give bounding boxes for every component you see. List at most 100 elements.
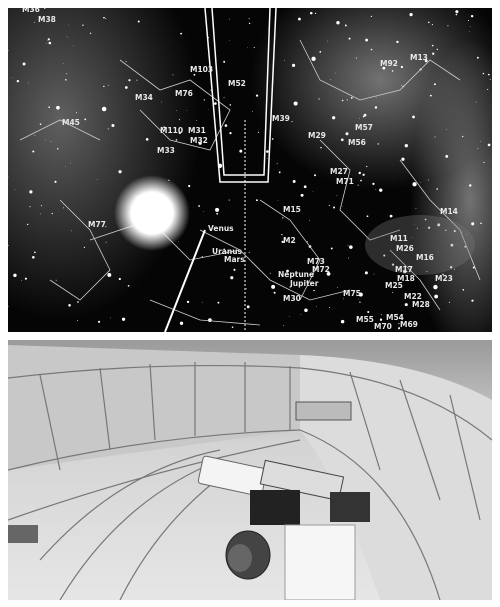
- star: [366, 215, 369, 218]
- star: [342, 205, 344, 207]
- star: [424, 218, 427, 221]
- star: [257, 131, 260, 133]
- star: [103, 16, 105, 19]
- object-label: Mars: [224, 255, 245, 264]
- star: [269, 272, 271, 274]
- star: [107, 128, 109, 130]
- object-label: M27: [330, 167, 348, 176]
- star: [64, 166, 66, 167]
- object-label: M31: [188, 126, 206, 135]
- object-label: Uranus: [212, 247, 243, 256]
- star: [48, 41, 52, 45]
- star: [51, 212, 53, 215]
- star: [68, 24, 70, 26]
- star: [55, 279, 57, 281]
- star: [313, 289, 315, 292]
- star: [223, 96, 225, 98]
- star: [186, 300, 190, 304]
- star: [136, 79, 138, 81]
- star: [178, 119, 181, 121]
- star: [412, 237, 413, 238]
- star: [470, 14, 474, 18]
- star: [223, 60, 226, 63]
- star: [196, 71, 198, 72]
- star: [47, 38, 50, 41]
- star: [29, 190, 33, 194]
- object-label: M75: [343, 289, 361, 298]
- star: [337, 287, 338, 288]
- object-label: M73: [307, 257, 325, 266]
- star: [479, 141, 481, 142]
- star: [401, 157, 405, 161]
- star: [14, 189, 16, 190]
- star: [247, 47, 248, 48]
- star: [398, 323, 400, 325]
- object-label: M25: [385, 281, 403, 290]
- star: [464, 245, 467, 248]
- star: [175, 139, 178, 141]
- star: [349, 245, 353, 249]
- star: [47, 39, 48, 41]
- star: [203, 211, 205, 212]
- star: [229, 18, 230, 20]
- star: [391, 70, 394, 72]
- object-label: M11: [390, 234, 408, 243]
- star: [178, 131, 181, 134]
- star: [350, 97, 353, 99]
- object-label: M55: [356, 315, 374, 324]
- object-label: M77: [88, 220, 106, 229]
- star: [429, 94, 432, 97]
- star: [216, 212, 218, 215]
- star: [255, 199, 258, 202]
- star: [16, 79, 20, 83]
- star: [461, 231, 463, 233]
- star: [229, 104, 232, 106]
- star: [360, 179, 362, 182]
- object-label: M26: [396, 244, 414, 253]
- star: [336, 195, 338, 197]
- object-label: M56: [348, 138, 366, 147]
- star: [46, 42, 48, 44]
- star: [346, 99, 348, 101]
- star: [344, 24, 347, 27]
- star: [482, 72, 485, 75]
- star: [363, 113, 367, 117]
- star: [75, 112, 78, 114]
- star: [462, 135, 464, 138]
- star: [347, 257, 349, 259]
- star: [376, 96, 377, 98]
- star: [13, 273, 17, 278]
- star: [70, 230, 72, 232]
- star: [471, 299, 474, 302]
- star: [431, 44, 434, 47]
- star: [103, 85, 105, 88]
- star: [292, 180, 296, 183]
- object-label: M29: [308, 131, 326, 140]
- star: [469, 31, 470, 32]
- star: [330, 247, 333, 250]
- star: [179, 321, 184, 325]
- star: [431, 24, 433, 26]
- star: [471, 222, 475, 226]
- star: [97, 179, 98, 180]
- object-label: M13: [410, 53, 428, 62]
- star: [377, 143, 379, 145]
- object-label: M39: [272, 114, 290, 123]
- star: [466, 234, 467, 236]
- star: [203, 99, 205, 101]
- star: [188, 184, 191, 188]
- star: [327, 40, 329, 42]
- star: [468, 19, 470, 22]
- star: [372, 182, 375, 186]
- star: [196, 120, 197, 121]
- star: [446, 128, 448, 130]
- star: [82, 24, 84, 26]
- star: [300, 193, 304, 197]
- star: [69, 162, 71, 164]
- star: [391, 263, 395, 266]
- star: [370, 48, 373, 51]
- star: [402, 269, 407, 274]
- star: [434, 136, 436, 138]
- star: [389, 214, 393, 218]
- object-label: M45: [62, 118, 80, 127]
